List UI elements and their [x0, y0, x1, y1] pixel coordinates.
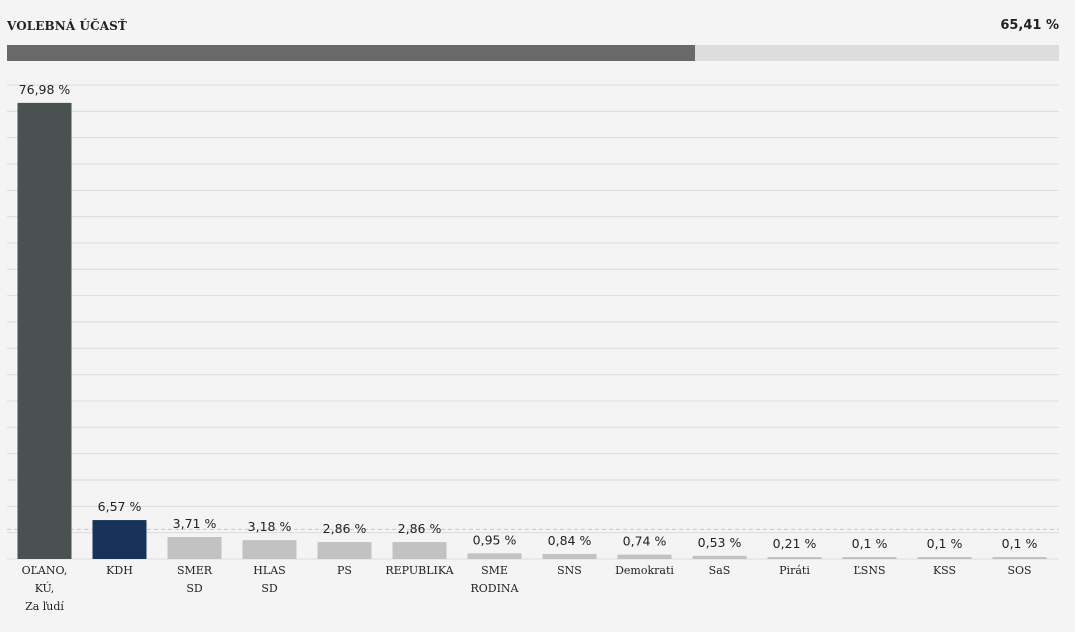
turnout-progress-track — [7, 45, 1059, 61]
turnout-progress-fill — [7, 45, 696, 61]
category-label-5: REPUBLIKA — [385, 564, 454, 577]
value-label-12: 0,1 % — [927, 536, 963, 551]
bar-10 — [767, 557, 822, 559]
value-label-2: 3,71 % — [173, 516, 217, 531]
value-label-9: 0,53 % — [698, 535, 742, 550]
bar-0 — [17, 102, 72, 560]
value-label-0: 76,98 % — [19, 82, 71, 97]
value-label-6: 0,95 % — [473, 532, 517, 547]
category-label-6: SME — [481, 564, 508, 577]
value-label-4: 2,86 % — [323, 521, 367, 536]
category-label-10: Piráti — [779, 564, 810, 577]
bar-9 — [692, 555, 747, 559]
bar-8 — [617, 554, 672, 559]
value-label-11: 0,1 % — [852, 536, 888, 551]
category-label-3: SD — [261, 582, 278, 595]
category-label-9: SaS — [709, 564, 731, 577]
value-label-10: 0,21 % — [773, 536, 817, 551]
bar-1 — [92, 520, 147, 559]
category-label-0: Za ľudí — [25, 600, 64, 613]
category-label-0: KÚ, — [35, 581, 55, 595]
bar-7 — [542, 554, 597, 559]
category-label-1: KDH — [106, 564, 133, 577]
turnout-value: 65,41 % — [1000, 18, 1059, 33]
category-label-11: ĽSNS — [853, 564, 885, 577]
category-label-6: RODINA — [470, 582, 519, 595]
category-label-2: SD — [186, 582, 203, 595]
value-label-3: 3,18 % — [248, 519, 292, 534]
bar-3 — [242, 540, 297, 559]
bar-4 — [317, 542, 372, 559]
bar-6 — [467, 553, 522, 559]
category-label-4: PS — [337, 564, 352, 577]
value-label-7: 0,84 % — [548, 533, 592, 548]
category-label-2: SMER — [177, 564, 213, 577]
value-label-8: 0,74 % — [623, 534, 667, 549]
category-label-3: HLAS — [253, 564, 285, 577]
category-label-7: SNS — [557, 564, 582, 577]
bar-2 — [167, 537, 222, 559]
turnout-label: VOLEBNÁ ÚČASŤ — [7, 19, 127, 33]
category-label-0: OĽANO, — [22, 564, 68, 577]
bar-13 — [992, 557, 1047, 559]
bar-11 — [842, 557, 897, 559]
bar-12 — [917, 557, 972, 559]
category-label-13: SOS — [1007, 564, 1031, 577]
value-label-1: 6,57 % — [98, 499, 142, 514]
category-label-8: Demokrati — [615, 564, 674, 577]
value-label-5: 2,86 % — [398, 521, 442, 536]
bar-5 — [392, 542, 447, 559]
category-label-12: KSS — [933, 564, 956, 577]
value-label-13: 0,1 % — [1002, 536, 1038, 551]
